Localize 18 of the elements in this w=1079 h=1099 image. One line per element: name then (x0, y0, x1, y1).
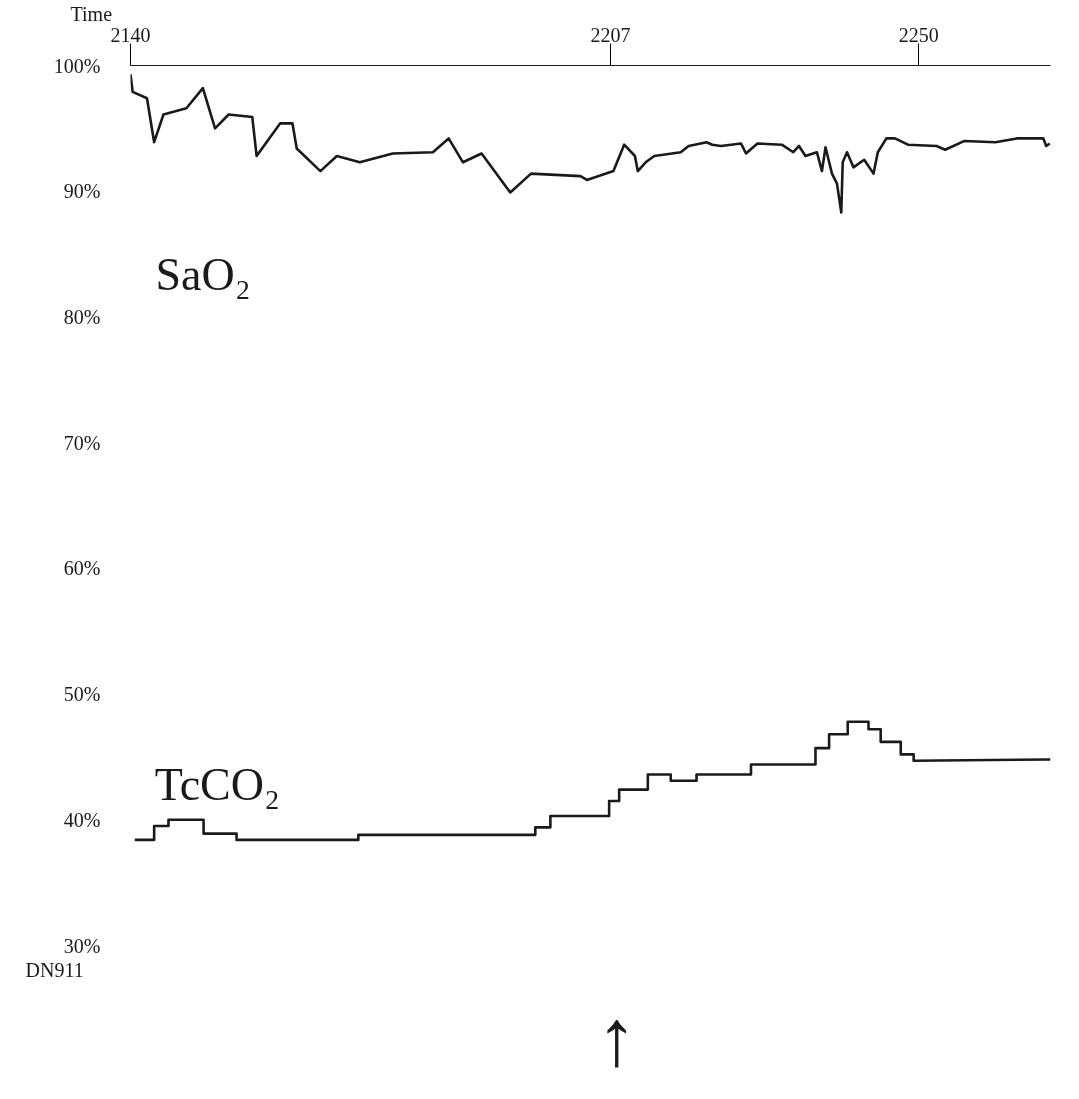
x-tick-label: 2250 (898, 23, 939, 46)
series-label: TcCO₂ (154, 758, 281, 810)
text: DN911 (25, 958, 84, 981)
y-tick-label: 30% (63, 934, 101, 957)
x-tick-label: 2207 (590, 23, 631, 46)
y-tick-label: 40% (63, 808, 101, 831)
y-tick-label: 90% (63, 180, 101, 203)
y-tick-label: 100% (53, 54, 101, 77)
line-series (130, 73, 1051, 214)
line-series (133, 720, 1051, 842)
y-tick-label: 60% (63, 557, 101, 580)
x-tick-label: 2140 (110, 23, 151, 46)
text: ↑ (596, 993, 637, 1082)
y-tick-label: 50% (63, 683, 101, 706)
y-tick-label: 80% (63, 305, 101, 328)
text: SaO₂ (155, 249, 251, 301)
x-axis-title: Time (70, 2, 113, 25)
y-tick-label: 70% (63, 431, 101, 454)
